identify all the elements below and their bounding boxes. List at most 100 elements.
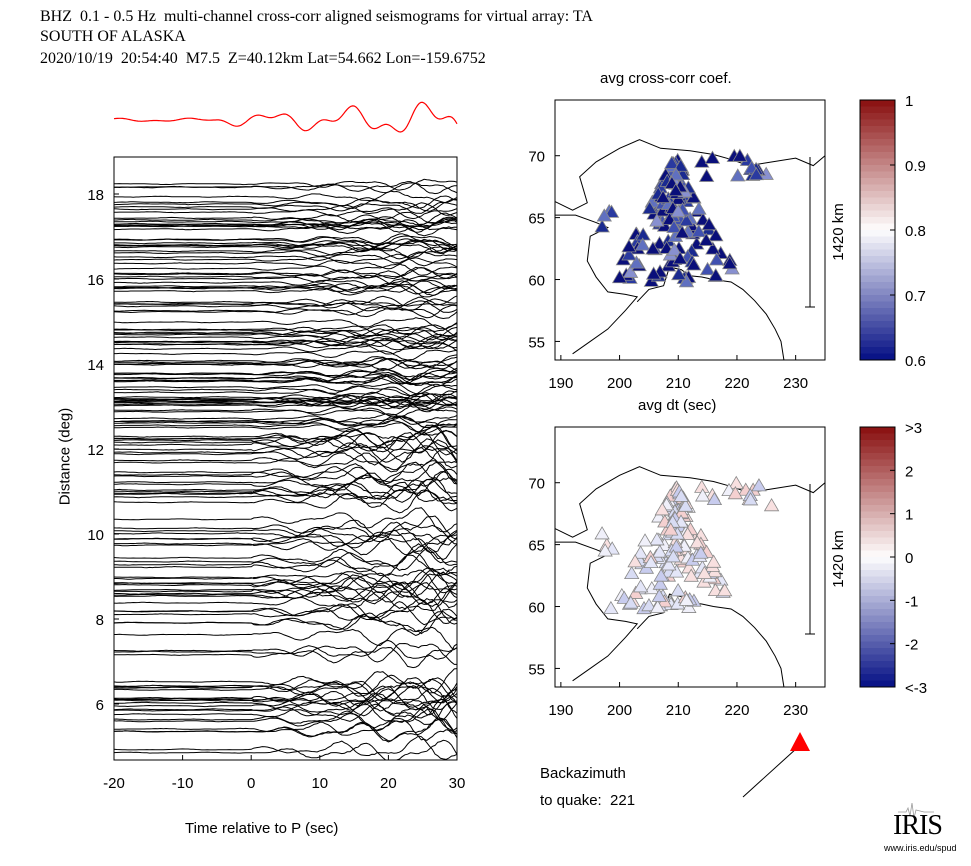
seismogram-trace <box>113 521 458 546</box>
y-tick-label: 6 <box>96 697 104 714</box>
colorbar-segment <box>860 674 895 681</box>
station-triangle <box>663 522 679 536</box>
station-triangle <box>594 526 610 540</box>
colorbar-segment <box>860 321 895 328</box>
colorbar-segment <box>860 576 895 584</box>
y-tick-label: 14 <box>87 357 104 374</box>
colorbar-segment <box>860 139 895 146</box>
seismogram-trace <box>113 481 457 503</box>
seismogram-trace <box>114 372 458 385</box>
station-triangle <box>730 168 746 182</box>
seismogram-trace <box>113 195 458 209</box>
scale-bar-label: 1420 km <box>830 530 847 588</box>
seismogram-trace <box>113 695 458 719</box>
backazimuth-arrow <box>742 747 798 798</box>
colorbar-tick-label: >3 <box>905 420 922 437</box>
seismogram-trace <box>113 460 458 485</box>
seismogram-trace <box>113 718 458 743</box>
seismogram-trace <box>113 273 458 286</box>
x-tick-label: 210 <box>666 375 691 392</box>
y-tick-label: 10 <box>87 527 104 544</box>
seismogram-trace <box>113 336 458 350</box>
colorbar-segment <box>860 334 895 341</box>
seismogram-trace <box>113 251 458 264</box>
seismogram-trace <box>113 642 457 665</box>
station-triangle <box>649 532 665 546</box>
station-triangle <box>596 208 612 222</box>
coastline-west <box>555 541 639 682</box>
colorbar-segment <box>860 563 895 571</box>
y-tick-label: 70 <box>528 476 545 493</box>
seismogram-trace <box>114 626 458 650</box>
x-tick-label: -20 <box>103 775 125 792</box>
x-tick-label: 230 <box>783 702 808 719</box>
seismogram-trace <box>113 420 458 433</box>
colorbar-segment <box>860 459 895 467</box>
x-tick-label: 200 <box>607 702 632 719</box>
seismogram-trace <box>113 198 458 212</box>
station-triangle <box>674 225 690 239</box>
seismogram-trace <box>113 298 458 312</box>
colorbar-segment <box>860 249 895 257</box>
seismogram-trace <box>114 356 458 369</box>
seismogram-trace <box>113 515 458 540</box>
seismogram-trace <box>114 211 458 224</box>
seismogram-trace <box>114 446 458 471</box>
seismogram-trace <box>113 611 458 637</box>
seismogram-trace <box>113 266 458 280</box>
seismogram-trace <box>114 529 458 554</box>
colorbar-segment <box>860 132 895 140</box>
seismogram-trace <box>113 280 458 294</box>
seismogram-trace <box>113 689 457 716</box>
seismogram-trace <box>113 190 458 204</box>
seismogram-trace <box>113 537 458 561</box>
station-triangle <box>668 564 685 578</box>
seismogram-trace <box>113 601 458 626</box>
station-triangle <box>695 488 711 502</box>
seismogram-trace <box>114 212 458 226</box>
station-triangle <box>722 255 738 270</box>
colorbar-segment <box>860 596 895 603</box>
seismogram-trace <box>114 349 458 361</box>
colorbar-segment <box>860 531 895 538</box>
station-triangle <box>621 239 637 253</box>
seismogram-trace <box>113 699 458 722</box>
colorbar-segment <box>860 511 895 519</box>
seismogram-trace <box>113 581 458 607</box>
station-triangle <box>668 539 685 553</box>
seismogram-trace <box>113 337 458 350</box>
coastline-west <box>555 214 639 355</box>
seismo-axes-box <box>113 156 458 761</box>
colorbar-segment <box>860 615 895 623</box>
seismogram-trace <box>113 477 458 504</box>
colorbar-segment <box>860 453 895 460</box>
seismogram-trace <box>113 489 458 514</box>
station-triangle <box>652 576 668 590</box>
station-triangle <box>621 247 637 261</box>
colorbar-segment <box>860 353 895 361</box>
station-triangle <box>603 204 620 218</box>
station-triangle <box>597 543 613 557</box>
colorbar-segment <box>860 433 895 441</box>
colorbar-segment <box>860 165 895 172</box>
colorbar-tick-label: -2 <box>905 637 918 654</box>
station-triangle <box>709 252 725 266</box>
station-triangle <box>666 242 683 256</box>
seismogram-trace <box>113 422 457 435</box>
x-tick-label: 220 <box>724 375 749 392</box>
seismogram-trace <box>113 461 458 485</box>
seismogram-trace <box>113 677 458 702</box>
colorbar-segment <box>860 275 895 283</box>
x-tick-label: 10 <box>311 775 328 792</box>
x-tick-label: 190 <box>548 375 573 392</box>
iris-logo-waveform <box>898 802 934 819</box>
station-triangle <box>670 583 686 597</box>
station-triangle <box>634 237 651 251</box>
x-tick-label: 0 <box>247 775 255 792</box>
seismogram-trace <box>113 582 458 605</box>
station-triangle <box>661 557 677 571</box>
station-triangle <box>664 155 680 169</box>
seismogram-trace <box>113 569 458 595</box>
colorbar-segment <box>860 628 895 636</box>
seismogram-trace <box>113 375 458 387</box>
